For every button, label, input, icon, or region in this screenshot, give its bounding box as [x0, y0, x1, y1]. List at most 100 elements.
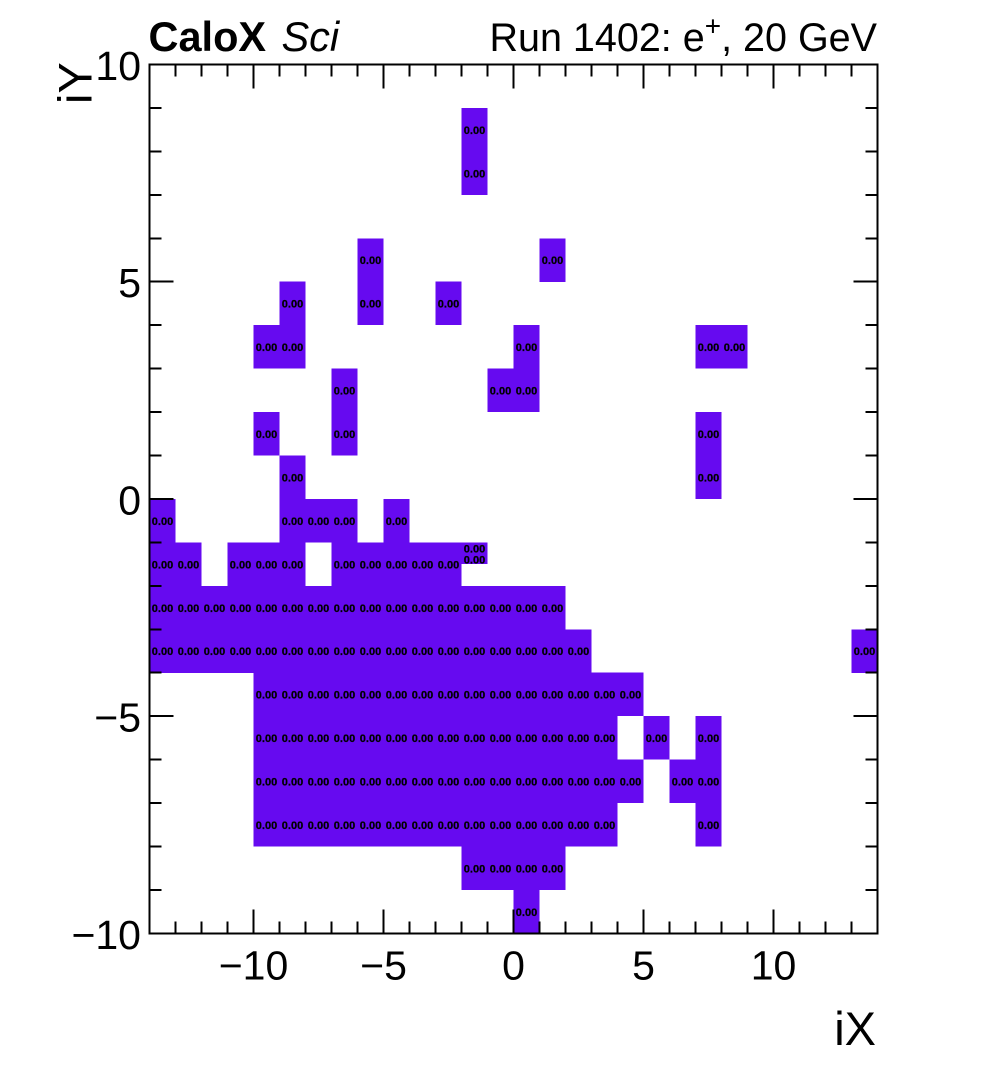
svg-text:0.00: 0.00	[620, 690, 641, 702]
svg-text:0.00: 0.00	[516, 907, 537, 919]
svg-text:0.00: 0.00	[490, 386, 511, 398]
svg-text:0.00: 0.00	[256, 646, 277, 658]
svg-text:0.00: 0.00	[568, 777, 589, 789]
svg-text:10: 10	[95, 43, 141, 89]
svg-text:0.00: 0.00	[542, 255, 563, 267]
svg-text:iX: iX	[834, 1002, 876, 1055]
svg-text:−5: −5	[360, 942, 407, 988]
svg-text:0.00: 0.00	[490, 733, 511, 745]
svg-text:0.00: 0.00	[542, 603, 563, 615]
svg-text:0.00: 0.00	[178, 559, 199, 571]
svg-text:0.00: 0.00	[308, 820, 329, 832]
svg-text:0.00: 0.00	[256, 603, 277, 615]
svg-text:0.00: 0.00	[152, 646, 173, 658]
svg-text:Run 1402: e+, 20 GeV: Run 1402: e+, 20 GeV	[490, 11, 878, 61]
svg-text:0.00: 0.00	[334, 516, 355, 528]
svg-text:0.00: 0.00	[568, 820, 589, 832]
svg-text:0.00: 0.00	[438, 820, 459, 832]
svg-text:0.00: 0.00	[724, 342, 745, 354]
svg-text:0.00: 0.00	[516, 646, 537, 658]
svg-text:0.00: 0.00	[386, 603, 407, 615]
svg-text:0.00: 0.00	[282, 516, 303, 528]
svg-text:0: 0	[118, 478, 141, 524]
svg-text:0.00: 0.00	[516, 690, 537, 702]
svg-text:0.00: 0.00	[438, 299, 459, 311]
svg-text:0.00: 0.00	[516, 863, 537, 875]
svg-text:0.00: 0.00	[334, 559, 355, 571]
svg-text:0.00: 0.00	[282, 646, 303, 658]
svg-text:0.00: 0.00	[464, 554, 485, 566]
svg-text:0.00: 0.00	[386, 516, 407, 528]
svg-text:0.00: 0.00	[542, 777, 563, 789]
svg-text:0.00: 0.00	[698, 777, 719, 789]
svg-text:0.00: 0.00	[490, 820, 511, 832]
svg-text:0.00: 0.00	[854, 646, 875, 658]
svg-text:0.00: 0.00	[360, 777, 381, 789]
svg-text:0.00: 0.00	[282, 777, 303, 789]
svg-text:0.00: 0.00	[698, 733, 719, 745]
svg-text:0.00: 0.00	[152, 559, 173, 571]
svg-text:0: 0	[502, 942, 525, 988]
svg-text:0.00: 0.00	[698, 342, 719, 354]
svg-text:−10: −10	[219, 942, 289, 988]
svg-text:0.00: 0.00	[464, 603, 485, 615]
svg-text:0.00: 0.00	[464, 733, 485, 745]
svg-text:0.00: 0.00	[360, 820, 381, 832]
svg-text:0.00: 0.00	[282, 820, 303, 832]
svg-text:0.00: 0.00	[464, 168, 485, 180]
svg-text:0.00: 0.00	[568, 733, 589, 745]
svg-text:0.00: 0.00	[438, 690, 459, 702]
svg-text:0.00: 0.00	[698, 429, 719, 441]
svg-text:0.00: 0.00	[386, 820, 407, 832]
svg-text:0.00: 0.00	[438, 733, 459, 745]
svg-text:0.00: 0.00	[412, 646, 433, 658]
svg-text:5: 5	[118, 260, 141, 306]
svg-text:0.00: 0.00	[282, 559, 303, 571]
svg-text:0.00: 0.00	[256, 690, 277, 702]
svg-text:0.00: 0.00	[672, 777, 693, 789]
svg-text:0.00: 0.00	[438, 646, 459, 658]
svg-text:0.00: 0.00	[516, 603, 537, 615]
svg-text:0.00: 0.00	[178, 603, 199, 615]
svg-text:−10: −10	[71, 912, 141, 958]
svg-text:0.00: 0.00	[490, 690, 511, 702]
svg-text:0.00: 0.00	[334, 820, 355, 832]
svg-text:0.00: 0.00	[360, 255, 381, 267]
svg-text:0.00: 0.00	[334, 733, 355, 745]
svg-text:0.00: 0.00	[412, 603, 433, 615]
svg-text:0.00: 0.00	[308, 733, 329, 745]
svg-text:0.00: 0.00	[256, 429, 277, 441]
svg-text:0.00: 0.00	[360, 646, 381, 658]
svg-text:0.00: 0.00	[308, 646, 329, 658]
svg-text:0.00: 0.00	[178, 646, 199, 658]
svg-text:0.00: 0.00	[308, 603, 329, 615]
svg-text:0.00: 0.00	[334, 690, 355, 702]
svg-text:0.00: 0.00	[464, 125, 485, 137]
svg-text:0.00: 0.00	[282, 299, 303, 311]
svg-text:iY: iY	[49, 62, 102, 104]
svg-text:0.00: 0.00	[360, 690, 381, 702]
svg-text:0.00: 0.00	[230, 646, 251, 658]
svg-text:0.00: 0.00	[516, 733, 537, 745]
svg-text:0.00: 0.00	[282, 472, 303, 484]
svg-text:0.00: 0.00	[360, 603, 381, 615]
svg-text:0.00: 0.00	[516, 386, 537, 398]
svg-text:0.00: 0.00	[282, 690, 303, 702]
svg-text:0.00: 0.00	[308, 516, 329, 528]
svg-text:0.00: 0.00	[230, 603, 251, 615]
svg-text:0.00: 0.00	[412, 559, 433, 571]
svg-text:0.00: 0.00	[594, 690, 615, 702]
svg-text:0.00: 0.00	[542, 690, 563, 702]
svg-text:0.00: 0.00	[464, 543, 485, 555]
svg-text:0.00: 0.00	[464, 820, 485, 832]
svg-text:0.00: 0.00	[516, 777, 537, 789]
svg-text:10: 10	[751, 942, 797, 988]
svg-text:0.00: 0.00	[360, 559, 381, 571]
svg-text:0.00: 0.00	[490, 646, 511, 658]
svg-text:0.00: 0.00	[360, 733, 381, 745]
svg-text:0.00: 0.00	[542, 733, 563, 745]
svg-text:0.00: 0.00	[542, 820, 563, 832]
svg-text:0.00: 0.00	[256, 559, 277, 571]
svg-text:0.00: 0.00	[308, 777, 329, 789]
svg-text:0.00: 0.00	[256, 820, 277, 832]
